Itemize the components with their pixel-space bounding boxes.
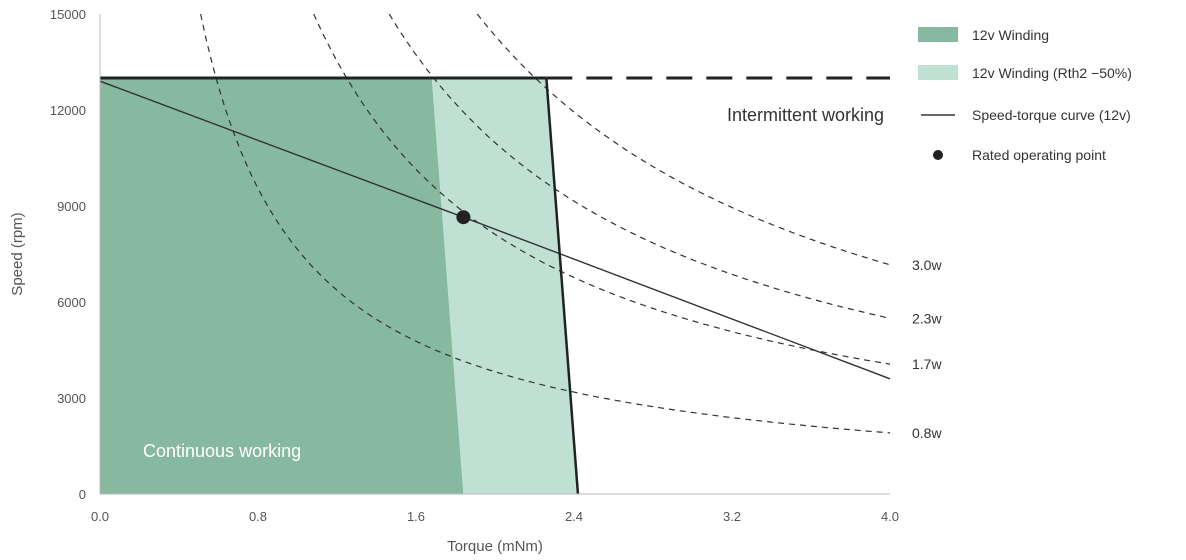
y-tick-label: 15000 [50,7,86,22]
rated-operating-point [456,210,471,225]
continuous-working-label: Continuous working [143,441,301,461]
legend-label-1: 12v Winding [972,27,1049,43]
y-tick-label: 3000 [57,391,86,406]
intermittent-boundary-line [545,77,580,495]
x-tick-labels: 0.0 0.8 1.6 2.4 3.2 4.0 [91,509,899,524]
y-axis-title: Speed (rpm) [9,212,26,295]
x-axis-title: Torque (mNm) [447,538,543,555]
legend-swatch-2 [918,65,958,80]
x-tick-label: 4.0 [881,509,899,524]
plot-area [99,13,891,495]
legend-swatch-dot [933,150,943,160]
x-tick-label: 3.2 [723,509,741,524]
region-2 [431,78,578,494]
y-tick-label: 12000 [50,103,86,118]
y-tick-label: 9000 [57,199,86,214]
x-tick-label: 1.6 [407,509,425,524]
y-tick-label: 0 [79,487,86,502]
x-tick-label: 0.8 [249,509,267,524]
y-tick-labels: 0 3000 6000 9000 12000 15000 [50,7,86,502]
power-label-2.3w: 2.3w [912,310,942,326]
intermittent-working-label: Intermittent working [727,105,884,125]
power-curve-2.3w [388,13,891,319]
power-label-3.0w: 3.0w [912,257,942,273]
axes [99,14,890,495]
legend-label-2: 12v Winding (Rth2 −50%) [972,65,1132,81]
legend-label-3: Speed-torque curve (12v) [972,107,1131,123]
power-curve-labels: 0.8w 1.7w 2.3w 3.0w [912,257,942,441]
power-curve-1.7w [313,13,891,365]
legend-label-4: Rated operating point [972,147,1106,163]
region-1 [100,78,464,494]
power-label-1.7w: 1.7w [912,356,942,372]
legend: 12v Winding 12v Winding (Rth2 −50%) Speed-… [918,27,1132,163]
power-label-0.8w: 0.8w [912,425,942,441]
rated-points [456,210,471,225]
x-tick-label: 2.4 [565,509,583,524]
x-tick-label: 0.0 [91,509,109,524]
legend-swatch-1 [918,27,958,42]
speed-limits [100,76,890,495]
operating-regions [100,78,578,494]
y-tick-label: 6000 [57,295,86,310]
